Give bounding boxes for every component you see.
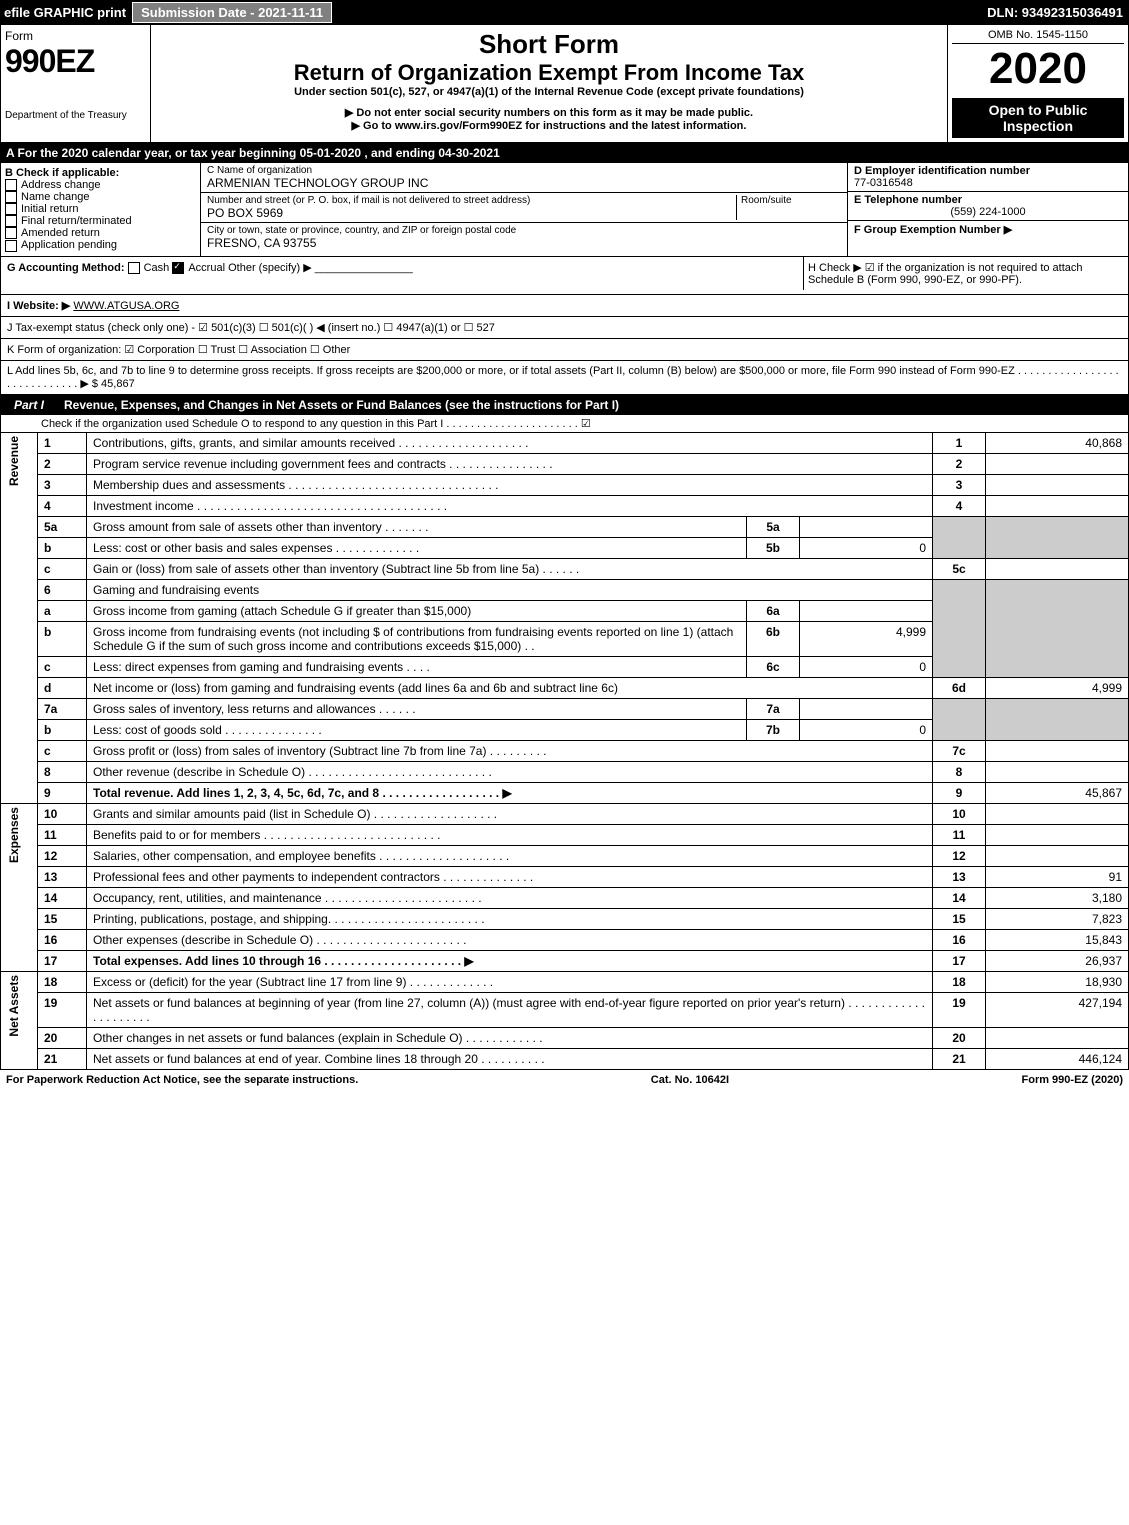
cash-checkbox[interactable]	[128, 262, 140, 274]
line-1: Revenue 1 Contributions, gifts, grants, …	[1, 432, 1129, 453]
expenses-side-label: Expenses	[7, 807, 21, 863]
footer: For Paperwork Reduction Act Notice, see …	[0, 1070, 1129, 1090]
part-1-title: Revenue, Expenses, and Changes in Net As…	[64, 398, 619, 412]
short-form-title: Short Form	[155, 29, 943, 60]
dept-treasury: Department of the Treasury	[5, 110, 146, 121]
line-8: 8 Other revenue (describe in Schedule O)…	[1, 761, 1129, 782]
section-l: L Add lines 5b, 6c, and 7b to line 9 to …	[0, 361, 1129, 395]
section-i: I Website: ▶ WWW.ATGUSA.ORG	[0, 295, 1129, 317]
section-j: J Tax-exempt status (check only one) - ☑…	[0, 317, 1129, 339]
part-1-sched-o: Check if the organization used Schedule …	[0, 415, 1129, 432]
revenue-side-label: Revenue	[7, 436, 21, 486]
org-name-value: ARMENIAN TECHNOLOGY GROUP INC	[207, 176, 841, 190]
line-20: 20 Other changes in net assets or fund b…	[1, 1027, 1129, 1048]
form-label: Form	[5, 29, 146, 43]
room-label: Room/suite	[741, 195, 841, 206]
paperwork-notice: For Paperwork Reduction Act Notice, see …	[6, 1074, 358, 1086]
website-label: I Website: ▶	[7, 300, 70, 312]
line-5c: c Gain or (loss) from sale of assets oth…	[1, 558, 1129, 579]
line-11: 11 Benefits paid to or for members . . .…	[1, 824, 1129, 845]
submission-date: Submission Date - 2021-11-11	[132, 2, 332, 23]
line-7c: c Gross profit or (loss) from sales of i…	[1, 740, 1129, 761]
line-14: 14 Occupancy, rent, utilities, and maint…	[1, 887, 1129, 908]
line-3: 3 Membership dues and assessments . . . …	[1, 474, 1129, 495]
tax-year-row: A For the 2020 calendar year, or tax yea…	[0, 143, 1129, 163]
info-grid: B Check if applicable: Address change Na…	[0, 163, 1129, 257]
line-18: Net Assets 18 Excess or (deficit) for th…	[1, 971, 1129, 992]
application-pending-checkbox[interactable]: Application pending	[5, 239, 196, 251]
tax-year: 2020	[952, 44, 1124, 94]
do-not-enter: ▶ Do not enter social security numbers o…	[155, 106, 943, 119]
header-center: Short Form Return of Organization Exempt…	[151, 25, 948, 142]
accounting-label: G Accounting Method:	[7, 262, 125, 274]
open-to-public: Open to Public Inspection	[952, 98, 1124, 138]
form-990ez-page: efile GRAPHIC print Submission Date - 20…	[0, 0, 1129, 1090]
under-section: Under section 501(c), 527, or 4947(a)(1)…	[155, 86, 943, 98]
line-16: 16 Other expenses (describe in Schedule …	[1, 929, 1129, 950]
name-change-checkbox[interactable]: Name change	[5, 191, 196, 203]
line-5a: 5a Gross amount from sale of assets othe…	[1, 516, 1129, 537]
header-right: OMB No. 1545-1150 2020 Open to Public In…	[948, 25, 1128, 142]
line-6d: d Net income or (loss) from gaming and f…	[1, 677, 1129, 698]
line-15: 15 Printing, publications, postage, and …	[1, 908, 1129, 929]
section-b: B Check if applicable: Address change Na…	[1, 163, 201, 256]
line-17: 17 Total expenses. Add lines 10 through …	[1, 950, 1129, 971]
line-4: 4 Investment income . . . . . . . . . . …	[1, 495, 1129, 516]
line-21: 21 Net assets or fund balances at end of…	[1, 1048, 1129, 1069]
street-label: Number and street (or P. O. box, if mail…	[207, 195, 736, 206]
go-to: ▶ Go to www.irs.gov/Form990EZ for instru…	[155, 119, 943, 132]
city-value: FRESNO, CA 93755	[207, 236, 841, 250]
line-19: 19 Net assets or fund balances at beginn…	[1, 992, 1129, 1027]
part-1-label: Part I	[6, 398, 52, 412]
efile-label: efile GRAPHIC print	[4, 5, 132, 20]
header-left: Form 990EZ Department of the Treasury	[1, 25, 151, 142]
form-number: 990EZ	[5, 43, 146, 80]
part-1-header: Part I Revenue, Expenses, and Changes in…	[0, 395, 1129, 415]
return-title: Return of Organization Exempt From Incom…	[155, 60, 943, 86]
city-label: City or town, state or province, country…	[207, 225, 841, 236]
cat-number: Cat. No. 10642I	[651, 1074, 729, 1086]
website-value: WWW.ATGUSA.ORG	[73, 300, 179, 312]
section-g-h: H Check ▶ ☑ if the organization is not r…	[0, 257, 1129, 295]
part-1-table: Revenue 1 Contributions, gifts, grants, …	[0, 432, 1129, 1070]
line-13: 13 Professional fees and other payments …	[1, 866, 1129, 887]
final-return-checkbox[interactable]: Final return/terminated	[5, 215, 196, 227]
line-2: 2 Program service revenue including gove…	[1, 453, 1129, 474]
line-9: 9 Total revenue. Add lines 1, 2, 3, 4, 5…	[1, 782, 1129, 803]
line-7a: 7a Gross sales of inventory, less return…	[1, 698, 1129, 719]
line-10: Expenses 10 Grants and similar amounts p…	[1, 803, 1129, 824]
ein-label: D Employer identification number	[854, 165, 1122, 177]
ein-value: 77-0316548	[854, 177, 1122, 189]
section-k: K Form of organization: ☑ Corporation ☐ …	[0, 339, 1129, 361]
phone-label: E Telephone number	[854, 194, 1122, 206]
group-exemption-label: F Group Exemption Number ▶	[854, 223, 1122, 236]
line-6: 6 Gaming and fundraising events	[1, 579, 1129, 600]
line-12: 12 Salaries, other compensation, and emp…	[1, 845, 1129, 866]
net-assets-side-label: Net Assets	[7, 975, 21, 1037]
phone-value: (559) 224-1000	[854, 206, 1122, 218]
top-bar: efile GRAPHIC print Submission Date - 20…	[0, 0, 1129, 24]
sections-d-e-f: D Employer identification number 77-0316…	[848, 163, 1128, 256]
omb-number: OMB No. 1545-1150	[952, 29, 1124, 44]
section-c: C Name of organization ARMENIAN TECHNOLO…	[201, 163, 848, 256]
street-value: PO BOX 5969	[207, 206, 736, 220]
section-b-label: B Check if applicable:	[5, 167, 196, 179]
address-change-checkbox[interactable]: Address change	[5, 179, 196, 191]
dln-label: DLN: 93492315036491	[987, 5, 1129, 20]
section-h: H Check ▶ ☑ if the organization is not r…	[803, 257, 1122, 290]
accrual-checkbox[interactable]	[172, 262, 184, 274]
form-reference: Form 990-EZ (2020)	[1022, 1074, 1123, 1086]
org-name-label: C Name of organization	[207, 165, 841, 176]
amended-return-checkbox[interactable]: Amended return	[5, 227, 196, 239]
header: Form 990EZ Department of the Treasury Sh…	[0, 24, 1129, 143]
initial-return-checkbox[interactable]: Initial return	[5, 203, 196, 215]
